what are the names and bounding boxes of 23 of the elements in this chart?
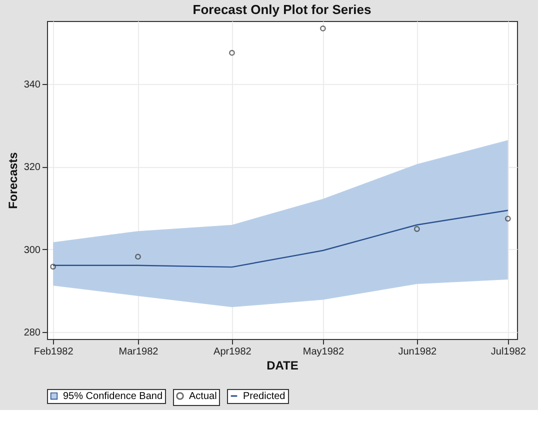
text: 95% Confidence Band	[63, 391, 163, 402]
x-tick-label: Mar1982	[118, 346, 159, 358]
x-tick-label: Jul1982	[490, 346, 526, 358]
y-tick-label: 280	[24, 327, 41, 338]
point	[320, 26, 326, 32]
x-tick-label: May1982	[302, 346, 344, 358]
legend-label: Predicted	[243, 391, 286, 402]
y-tick-label: 340	[24, 79, 41, 90]
point	[229, 50, 235, 56]
chart-title: Forecast Only Plot for Series	[192, 2, 372, 17]
x-tick-label: Jun1982	[398, 346, 438, 358]
x-tick-label: Apr1982	[214, 346, 252, 358]
x-tick-label: Feb1982	[34, 346, 74, 358]
point	[414, 226, 420, 232]
point	[50, 264, 56, 270]
line-series	[52, 210, 509, 268]
x-axis-title: DATE	[266, 358, 298, 372]
point	[504, 216, 511, 222]
y-tick-label: 320	[24, 162, 41, 174]
y-tick-label: 300	[24, 244, 41, 256]
point	[135, 254, 141, 260]
legend-label: Actual	[189, 391, 217, 402]
y-axis-title: Forecasts	[6, 152, 20, 209]
